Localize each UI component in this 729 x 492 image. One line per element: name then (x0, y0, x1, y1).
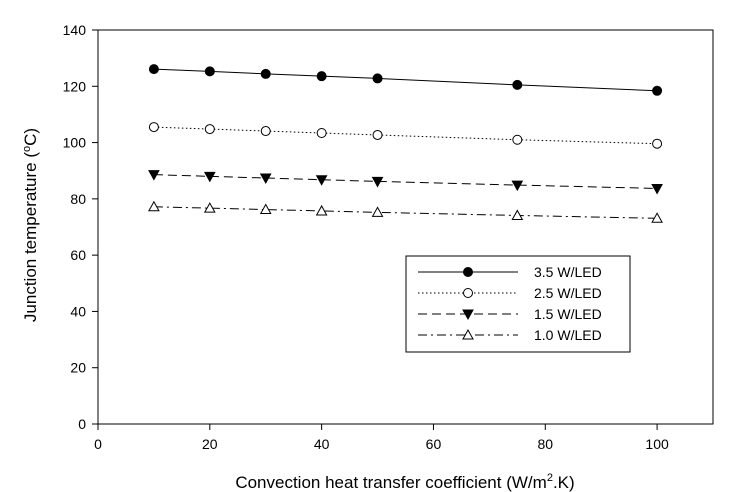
data-point (651, 212, 663, 223)
data-point (372, 73, 383, 84)
legend-marker (463, 267, 473, 277)
data-point (203, 171, 216, 183)
y-tick-label: 0 (78, 416, 86, 432)
y-tick-label: 100 (63, 135, 87, 151)
data-point (512, 79, 523, 90)
legend-marker (462, 328, 474, 340)
x-tick-label: 80 (537, 436, 553, 452)
data-point (148, 122, 159, 133)
y-tick-label: 80 (70, 191, 86, 207)
data-point (371, 206, 384, 217)
data-point (316, 128, 327, 139)
series-4 (148, 200, 663, 223)
x-tick-label: 0 (94, 436, 102, 452)
legend-item: 2.5 W/LED (418, 285, 602, 301)
series-1 (148, 64, 663, 96)
data-point (652, 138, 663, 149)
x-tick-label: 60 (426, 436, 442, 452)
plot-area: 0 20 40 60 80 100 120 140 0 20 40 60 80 100 (63, 22, 714, 452)
data-point (316, 71, 327, 82)
data-point (259, 173, 272, 185)
series-layer (148, 64, 663, 223)
data-point (260, 68, 271, 79)
data-point (204, 66, 215, 77)
x-tick-label: 20 (202, 436, 218, 452)
x-axis-title: Convection heat transfer coefficient (W/… (235, 472, 574, 492)
data-point (315, 204, 328, 216)
legend-marker (463, 288, 473, 298)
legend-marker (462, 309, 474, 321)
data-point (203, 202, 216, 213)
y-tick-label: 60 (70, 247, 86, 263)
data-point (148, 170, 160, 181)
data-point (372, 129, 383, 140)
legend-item: 1.0 W/LED (418, 327, 602, 343)
data-point (260, 126, 271, 137)
data-point (259, 203, 272, 215)
y-tick-label: 40 (70, 303, 86, 319)
legend: 3.5 W/LED 2.5 W/LED 1.5 W/LED 1.0 W/LED (405, 255, 631, 353)
data-point (511, 180, 524, 192)
data-point (652, 85, 663, 96)
series-line (153, 206, 658, 219)
legend-label: 1.0 W/LED (534, 327, 602, 343)
legend-label: 1.5 W/LED (534, 306, 602, 322)
data-point (511, 209, 524, 220)
data-point (148, 64, 159, 75)
series-line (153, 68, 658, 92)
legend-item: 1.5 W/LED (418, 306, 602, 322)
y-tick-label: 20 (70, 360, 86, 376)
series-line (153, 126, 658, 145)
legend-item: 3.5 W/LED (418, 264, 602, 280)
plot-frame (97, 29, 714, 425)
legend-label: 3.5 W/LED (534, 264, 602, 280)
y-axis-title: Junction temperature (oC) (21, 128, 40, 322)
y-tick-label: 140 (63, 22, 87, 38)
data-point (204, 124, 215, 135)
x-tick-label: 40 (314, 436, 330, 452)
series-line (153, 174, 658, 189)
series-2 (148, 122, 663, 149)
data-point (651, 183, 663, 195)
x-tick-label: 100 (645, 436, 669, 452)
series-3 (148, 170, 663, 195)
y-tick-label: 120 (63, 78, 87, 94)
data-point (371, 176, 384, 188)
data-point (148, 200, 160, 212)
data-point (315, 175, 328, 186)
legend-label: 2.5 W/LED (534, 285, 602, 301)
data-point (512, 134, 523, 145)
